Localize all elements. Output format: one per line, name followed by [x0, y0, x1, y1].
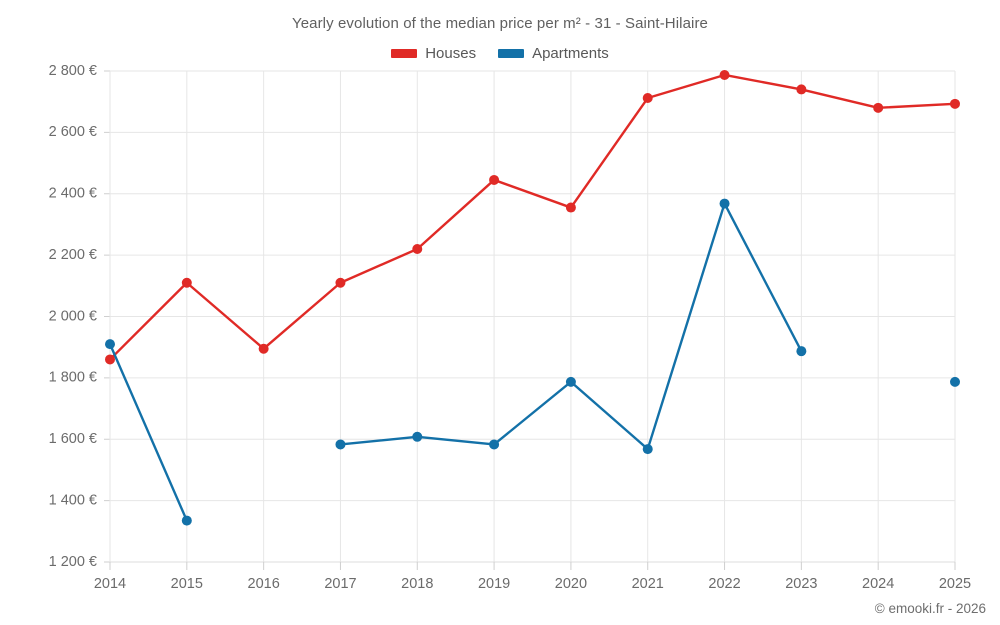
legend-item-houses[interactable]: Houses	[391, 45, 476, 62]
x-axis-label: 2021	[632, 576, 664, 592]
y-axis-label: 2 200 €	[49, 247, 97, 263]
data-point-houses[interactable]	[873, 102, 884, 113]
data-point-houses[interactable]	[105, 354, 115, 365]
data-point-apartments[interactable]	[105, 339, 115, 350]
data-point-apartments[interactable]	[950, 376, 960, 387]
data-point-houses[interactable]	[565, 202, 576, 213]
x-axis-label: 2017	[324, 576, 356, 592]
gridlines	[104, 70, 956, 563]
series-line-apartments	[108, 342, 189, 522]
y-axis-label: 2 600 €	[49, 124, 97, 140]
series-points	[105, 69, 960, 526]
y-axis-label: 1 400 €	[49, 492, 97, 508]
chart-legend: Houses Apartments	[0, 45, 1000, 62]
series-lines	[108, 73, 957, 522]
data-point-houses[interactable]	[181, 277, 192, 288]
y-axis-label: 2 000 €	[49, 308, 97, 324]
x-axis-label: 2022	[708, 576, 740, 592]
y-axis-label: 1 200 €	[49, 554, 97, 570]
y-axis-label: 1 800 €	[49, 370, 97, 386]
x-axis-labels: 2014 2015 2016 2017 2018 2019 2020 2021 2022 2023…	[94, 576, 971, 592]
data-point-apartments[interactable]	[335, 439, 346, 450]
data-point-houses[interactable]	[412, 243, 423, 254]
y-axis-label: 2 800 €	[49, 63, 97, 79]
x-axis-ticks	[109, 562, 956, 570]
data-point-houses[interactable]	[642, 93, 653, 104]
x-axis-label: 2025	[939, 576, 971, 592]
legend-label-apartments: Apartments	[532, 45, 609, 62]
x-axis-label: 2015	[171, 576, 203, 592]
data-point-houses[interactable]	[489, 174, 500, 185]
data-point-apartments[interactable]	[489, 439, 500, 450]
data-point-houses[interactable]	[950, 98, 960, 109]
data-point-apartments[interactable]	[796, 346, 807, 357]
series-line-houses	[108, 73, 957, 361]
x-axis-label: 2016	[248, 576, 280, 592]
legend-swatch-apartments	[498, 49, 525, 58]
y-axis-label: 2 400 €	[49, 186, 97, 202]
data-point-houses[interactable]	[796, 84, 807, 95]
legend-label-houses: Houses	[425, 45, 477, 62]
data-point-apartments[interactable]	[565, 376, 576, 387]
x-axis-label: 2018	[401, 576, 433, 592]
y-axis-label: 1 600 €	[49, 431, 97, 447]
x-axis-label: 2020	[555, 576, 587, 592]
x-axis-label: 2014	[94, 576, 126, 592]
x-axis-label: 2023	[785, 576, 817, 592]
x-axis-label: 2019	[478, 576, 510, 592]
legend-item-apartments[interactable]: Apartments	[498, 45, 609, 62]
legend-swatch-houses	[391, 49, 418, 58]
chart-title: Yearly evolution of the median price per…	[291, 15, 709, 32]
data-point-apartments[interactable]	[412, 431, 423, 442]
data-point-apartments[interactable]	[181, 515, 192, 526]
data-point-apartments[interactable]	[719, 198, 730, 209]
y-axis-labels: 1 200 € 1 400 € 1 600 € 1 800 € 2 000 € 2 200…	[49, 63, 97, 570]
data-point-houses[interactable]	[258, 343, 269, 354]
data-point-houses[interactable]	[335, 277, 346, 288]
x-axis-label: 2024	[862, 576, 894, 592]
data-point-houses[interactable]	[719, 69, 730, 80]
copyright-credit: © emooki.fr - 2026	[874, 601, 986, 616]
data-point-apartments[interactable]	[642, 444, 653, 455]
